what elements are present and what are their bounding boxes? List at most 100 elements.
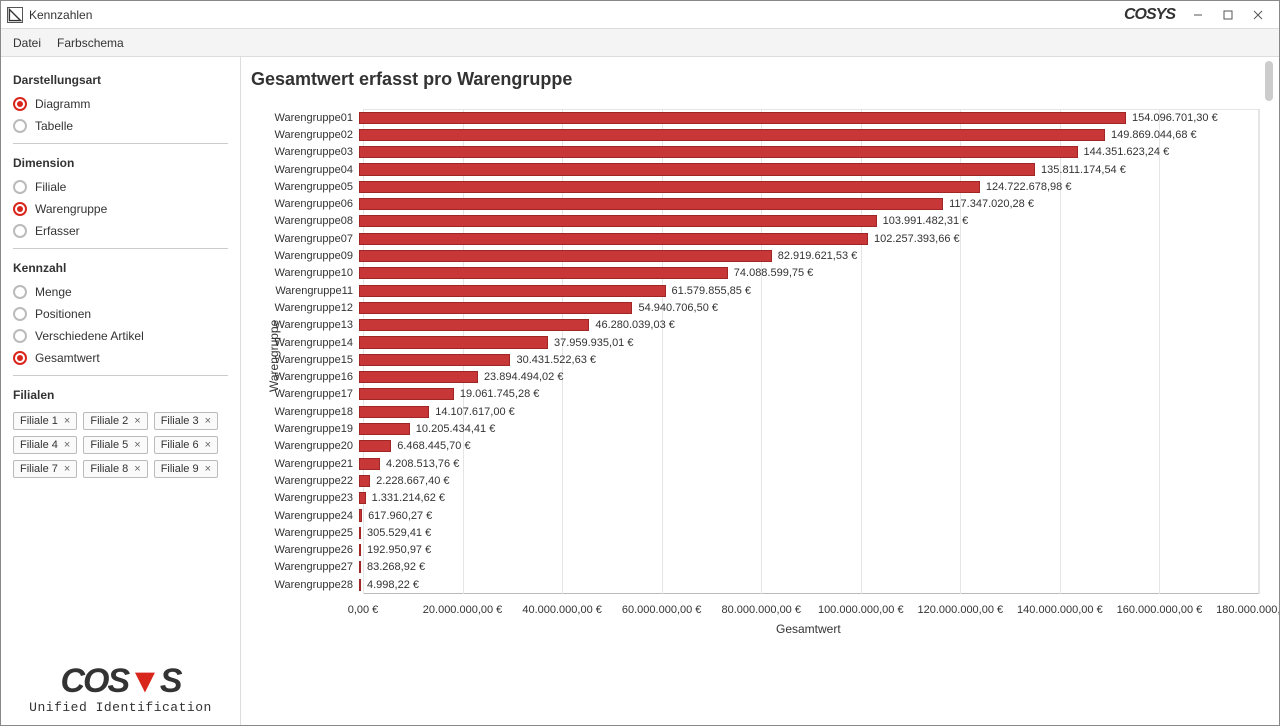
- bar[interactable]: [359, 319, 589, 331]
- menu-datei[interactable]: Datei: [13, 36, 41, 50]
- radio-darstellungsart-1[interactable]: Tabelle: [13, 115, 228, 137]
- close-icon[interactable]: ×: [132, 415, 142, 427]
- category-label: Warengruppe06: [251, 198, 359, 210]
- chip-filiale-2[interactable]: Filiale 2×: [83, 412, 147, 430]
- scrollbar-thumb[interactable]: [1265, 61, 1273, 101]
- chip-label: Filiale 3: [161, 415, 199, 427]
- minimize-button[interactable]: [1183, 4, 1213, 26]
- bar-row: Warengruppe2783.268,92 €: [251, 559, 1255, 576]
- body: Darstellungsart DiagrammTabelle Dimensio…: [1, 57, 1279, 725]
- bar-track: 103.991.482,31 €: [359, 213, 1255, 230]
- radio-kennzahl-0[interactable]: Menge: [13, 281, 228, 303]
- radio-unselected-icon[interactable]: [13, 119, 27, 133]
- radio-dimension-0[interactable]: Filiale: [13, 176, 228, 198]
- close-icon[interactable]: ×: [203, 415, 213, 427]
- radio-selected-icon[interactable]: [13, 202, 27, 216]
- chip-filiale-1[interactable]: Filiale 1 ×: [13, 412, 77, 430]
- close-button[interactable]: [1243, 4, 1273, 26]
- chip-filiale-9[interactable]: Filiale 9 ×: [154, 460, 218, 478]
- bar[interactable]: [359, 458, 380, 470]
- radio-unselected-icon[interactable]: [13, 285, 27, 299]
- bar-track: 1.331.214,62 €: [359, 490, 1255, 507]
- value-label: 74.088.599,75 €: [728, 267, 814, 279]
- bar[interactable]: [359, 198, 943, 210]
- bar[interactable]: [359, 406, 429, 418]
- bar[interactable]: [359, 336, 548, 348]
- bar[interactable]: [359, 475, 370, 487]
- close-icon[interactable]: ×: [203, 439, 213, 451]
- bar[interactable]: [359, 371, 478, 383]
- chart-area: 0,00 €20.000.000,00 €40.000.000,00 €60.0…: [251, 103, 1255, 715]
- chip-filiale-7[interactable]: Filiale 7×: [13, 460, 77, 478]
- chip-label: Filiale 5: [90, 439, 128, 451]
- brand-logo-text: COS▼S: [29, 664, 212, 698]
- section-title-filialen: Filialen: [13, 388, 228, 402]
- radio-unselected-icon[interactable]: [13, 180, 27, 194]
- category-label: Warengruppe09: [251, 250, 359, 262]
- close-icon[interactable]: ×: [62, 463, 72, 475]
- bar-row: Warengruppe01154.096.701,30 €: [251, 109, 1255, 126]
- radio-darstellungsart-0[interactable]: Diagramm: [13, 93, 228, 115]
- close-icon[interactable]: ×: [62, 415, 72, 427]
- bar[interactable]: [359, 388, 454, 400]
- close-icon[interactable]: ×: [132, 463, 142, 475]
- radio-label: Warengruppe: [35, 202, 107, 216]
- bar[interactable]: [359, 354, 510, 366]
- bar[interactable]: [359, 129, 1105, 141]
- bar[interactable]: [359, 250, 772, 262]
- bar-row: Warengruppe206.468.445,70 €: [251, 438, 1255, 455]
- bar-row: Warengruppe24617.960,27 €: [251, 507, 1255, 524]
- bar[interactable]: [359, 112, 1126, 124]
- bar-row: Warengruppe25305.529,41 €: [251, 524, 1255, 541]
- bar[interactable]: [359, 146, 1078, 158]
- sidebar: Darstellungsart DiagrammTabelle Dimensio…: [1, 57, 241, 725]
- chip-label: Filiale 1: [20, 415, 58, 427]
- bar[interactable]: [359, 302, 632, 314]
- radio-kennzahl-3[interactable]: Gesamtwert: [13, 347, 228, 369]
- radio-unselected-icon[interactable]: [13, 307, 27, 321]
- bar-track: 305.529,41 €: [359, 524, 1255, 541]
- bar-track: 149.869.044,68 €: [359, 126, 1255, 143]
- vertical-scrollbar[interactable]: [1263, 61, 1275, 721]
- radio-kennzahl-2[interactable]: Verschiedene Artikel: [13, 325, 228, 347]
- chip-label: Filiale 4: [20, 439, 58, 451]
- radio-unselected-icon[interactable]: [13, 224, 27, 238]
- radio-dimension-2[interactable]: Erfasser: [13, 220, 228, 242]
- radio-kennzahl-1[interactable]: Positionen: [13, 303, 228, 325]
- bar[interactable]: [359, 215, 877, 227]
- maximize-button[interactable]: [1213, 4, 1243, 26]
- chip-filiale-4[interactable]: Filiale 4 ×: [13, 436, 77, 454]
- radio-dimension-1[interactable]: Warengruppe: [13, 198, 228, 220]
- chip-filiale-3[interactable]: Filiale 3 ×: [154, 412, 218, 430]
- bar-track: 23.894.494,02 €: [359, 369, 1255, 386]
- radio-label: Menge: [35, 285, 72, 299]
- bar[interactable]: [359, 233, 868, 245]
- bar[interactable]: [359, 163, 1035, 175]
- close-icon[interactable]: ×: [132, 439, 142, 451]
- radio-selected-icon[interactable]: [13, 351, 27, 365]
- chip-label: Filiale 9: [161, 463, 199, 475]
- bar-track: 2.228.667,40 €: [359, 472, 1255, 489]
- category-label: Warengruppe04: [251, 164, 359, 176]
- chip-filiale-6[interactable]: Filiale 6×: [154, 436, 218, 454]
- bar[interactable]: [359, 285, 666, 297]
- radio-selected-icon[interactable]: [13, 97, 27, 111]
- bar[interactable]: [359, 492, 366, 504]
- value-label: 4.208.513,76 €: [380, 458, 459, 470]
- bar-row: Warengruppe06117.347.020,28 €: [251, 196, 1255, 213]
- bar-track: 144.351.623,24 €: [359, 144, 1255, 161]
- bar[interactable]: [359, 181, 980, 193]
- value-label: 103.991.482,31 €: [877, 215, 969, 227]
- bar[interactable]: [359, 423, 410, 435]
- close-icon[interactable]: ×: [203, 463, 213, 475]
- close-icon[interactable]: ×: [62, 439, 72, 451]
- bar-track: 10.205.434,41 €: [359, 420, 1255, 437]
- chip-filiale-5[interactable]: Filiale 5 ×: [83, 436, 147, 454]
- bar[interactable]: [359, 267, 728, 279]
- chip-filiale-8[interactable]: Filiale 8×: [83, 460, 147, 478]
- menu-farbschema[interactable]: Farbschema: [57, 36, 124, 50]
- category-label: Warengruppe22: [251, 475, 359, 487]
- bar[interactable]: [359, 440, 391, 452]
- bar-track: 4.208.513,76 €: [359, 455, 1255, 472]
- radio-unselected-icon[interactable]: [13, 329, 27, 343]
